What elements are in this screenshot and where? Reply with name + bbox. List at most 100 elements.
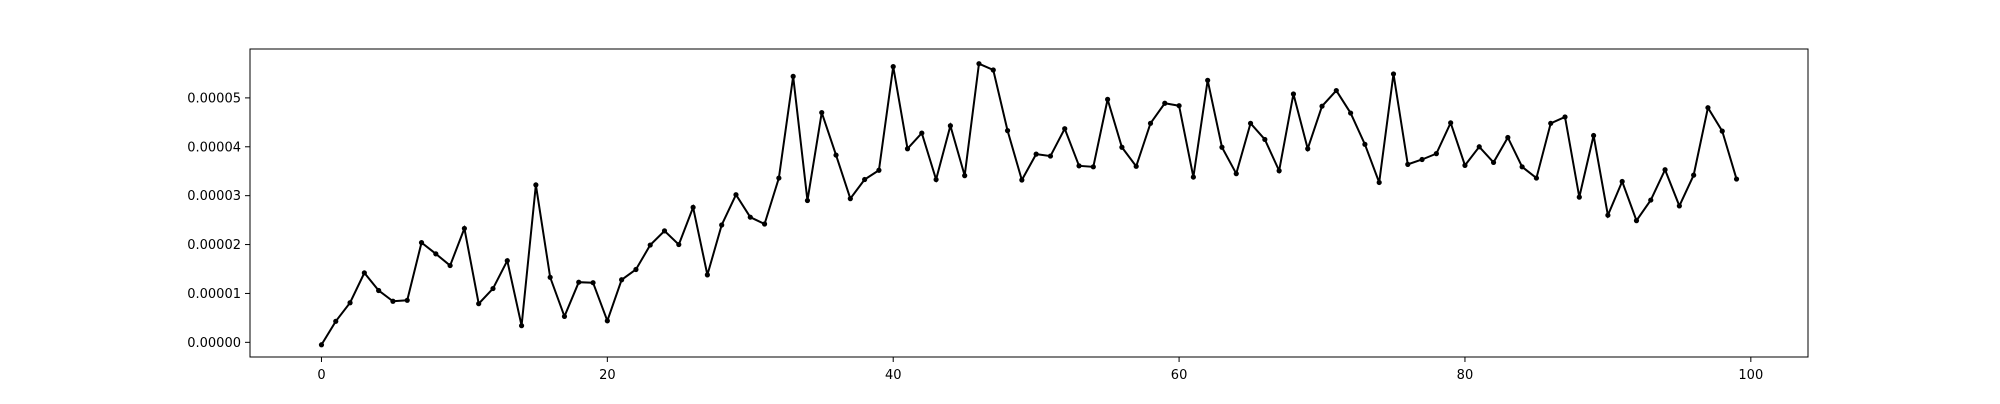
y-tick-label: 0.00004 (187, 140, 241, 155)
data-point (1719, 128, 1725, 134)
data-point (862, 176, 868, 183)
data-point (1348, 110, 1354, 116)
data-point (1562, 114, 1568, 120)
data-point (318, 342, 325, 348)
y-tick-label: 0.00003 (187, 189, 241, 204)
data-point (590, 280, 596, 286)
data-point (1076, 163, 1082, 169)
data-point (661, 228, 668, 234)
data-point (1133, 163, 1139, 169)
data-point (1247, 120, 1254, 126)
data-point (1162, 100, 1168, 106)
x-tick-label: 0 (317, 368, 325, 383)
data-point (1533, 175, 1540, 181)
data-point (1362, 141, 1368, 147)
data-point (361, 270, 367, 276)
data-point (776, 175, 782, 181)
data-point (1333, 87, 1339, 94)
data-point (1433, 151, 1439, 157)
data-point (1305, 146, 1311, 152)
data-point (1448, 120, 1454, 126)
data-point (890, 64, 896, 70)
data-point (876, 167, 882, 173)
data-point (933, 176, 939, 183)
x-tick-label: 100 (1738, 368, 1763, 383)
data-point (962, 173, 968, 179)
data-point (1476, 144, 1482, 150)
data-point (1648, 197, 1654, 203)
data-point (390, 298, 396, 304)
data-point (633, 266, 639, 273)
data-point (976, 61, 982, 67)
data-point (490, 285, 496, 292)
data-point (1519, 164, 1525, 170)
data-point (1490, 159, 1497, 166)
data-point (761, 221, 768, 227)
data-point (604, 318, 610, 324)
data-point (804, 197, 811, 204)
data-point (1047, 153, 1054, 159)
data-point (1105, 96, 1111, 102)
data-point (576, 279, 582, 285)
data-point (1691, 172, 1697, 178)
data-point (518, 323, 525, 329)
data-point (1004, 128, 1011, 134)
data-point (347, 300, 353, 306)
data-point (819, 109, 825, 116)
data-point (376, 287, 382, 294)
data-point (747, 214, 753, 220)
x-axis: 0 20 40 60 80 100 (317, 357, 1763, 383)
x-tick-label: 60 (1171, 368, 1188, 383)
series-markers (318, 61, 1740, 348)
data-point (1019, 177, 1025, 183)
data-point (1576, 194, 1582, 200)
data-point (1405, 161, 1411, 167)
data-point (1462, 162, 1468, 168)
data-point (647, 242, 653, 248)
data-point (1505, 134, 1511, 141)
data-point (619, 277, 625, 283)
data-point (690, 204, 696, 210)
data-point (461, 225, 467, 232)
data-point (1190, 174, 1196, 180)
data-point (418, 240, 425, 246)
data-point (790, 73, 796, 79)
y-tick-label: 0.00002 (187, 238, 241, 253)
data-point (1676, 203, 1682, 209)
data-point (1376, 179, 1382, 186)
data-point (1062, 126, 1068, 132)
data-point (1290, 91, 1297, 97)
x-tick-label: 80 (1457, 368, 1474, 383)
data-point (1033, 151, 1039, 157)
data-point (1619, 178, 1625, 185)
data-point (1219, 144, 1225, 150)
data-point (704, 272, 710, 278)
data-point (504, 258, 510, 264)
data-point (1605, 212, 1611, 218)
data-point (833, 152, 839, 158)
data-point (476, 301, 482, 307)
data-point (1419, 156, 1425, 163)
x-tick-label: 20 (599, 368, 616, 383)
y-tick-label: 0.00000 (187, 336, 241, 351)
data-point (404, 297, 410, 303)
data-point (719, 222, 725, 228)
data-point (676, 241, 682, 248)
data-point (1548, 120, 1554, 126)
data-point (847, 196, 853, 202)
series-line (320, 62, 1738, 346)
data-point (733, 192, 739, 198)
data-point (1147, 120, 1154, 126)
data-point (533, 182, 539, 188)
data-point (990, 67, 996, 73)
data-point (447, 262, 453, 269)
data-point (1176, 103, 1182, 109)
data-point (1119, 144, 1125, 150)
data-point (919, 130, 925, 136)
y-axis: 0.00000 0.00001 0.00002 0.00003 0.00004 0.000… (187, 91, 250, 351)
x-tick-label: 40 (885, 368, 902, 383)
data-point (1733, 176, 1740, 182)
data-point (1390, 71, 1397, 77)
